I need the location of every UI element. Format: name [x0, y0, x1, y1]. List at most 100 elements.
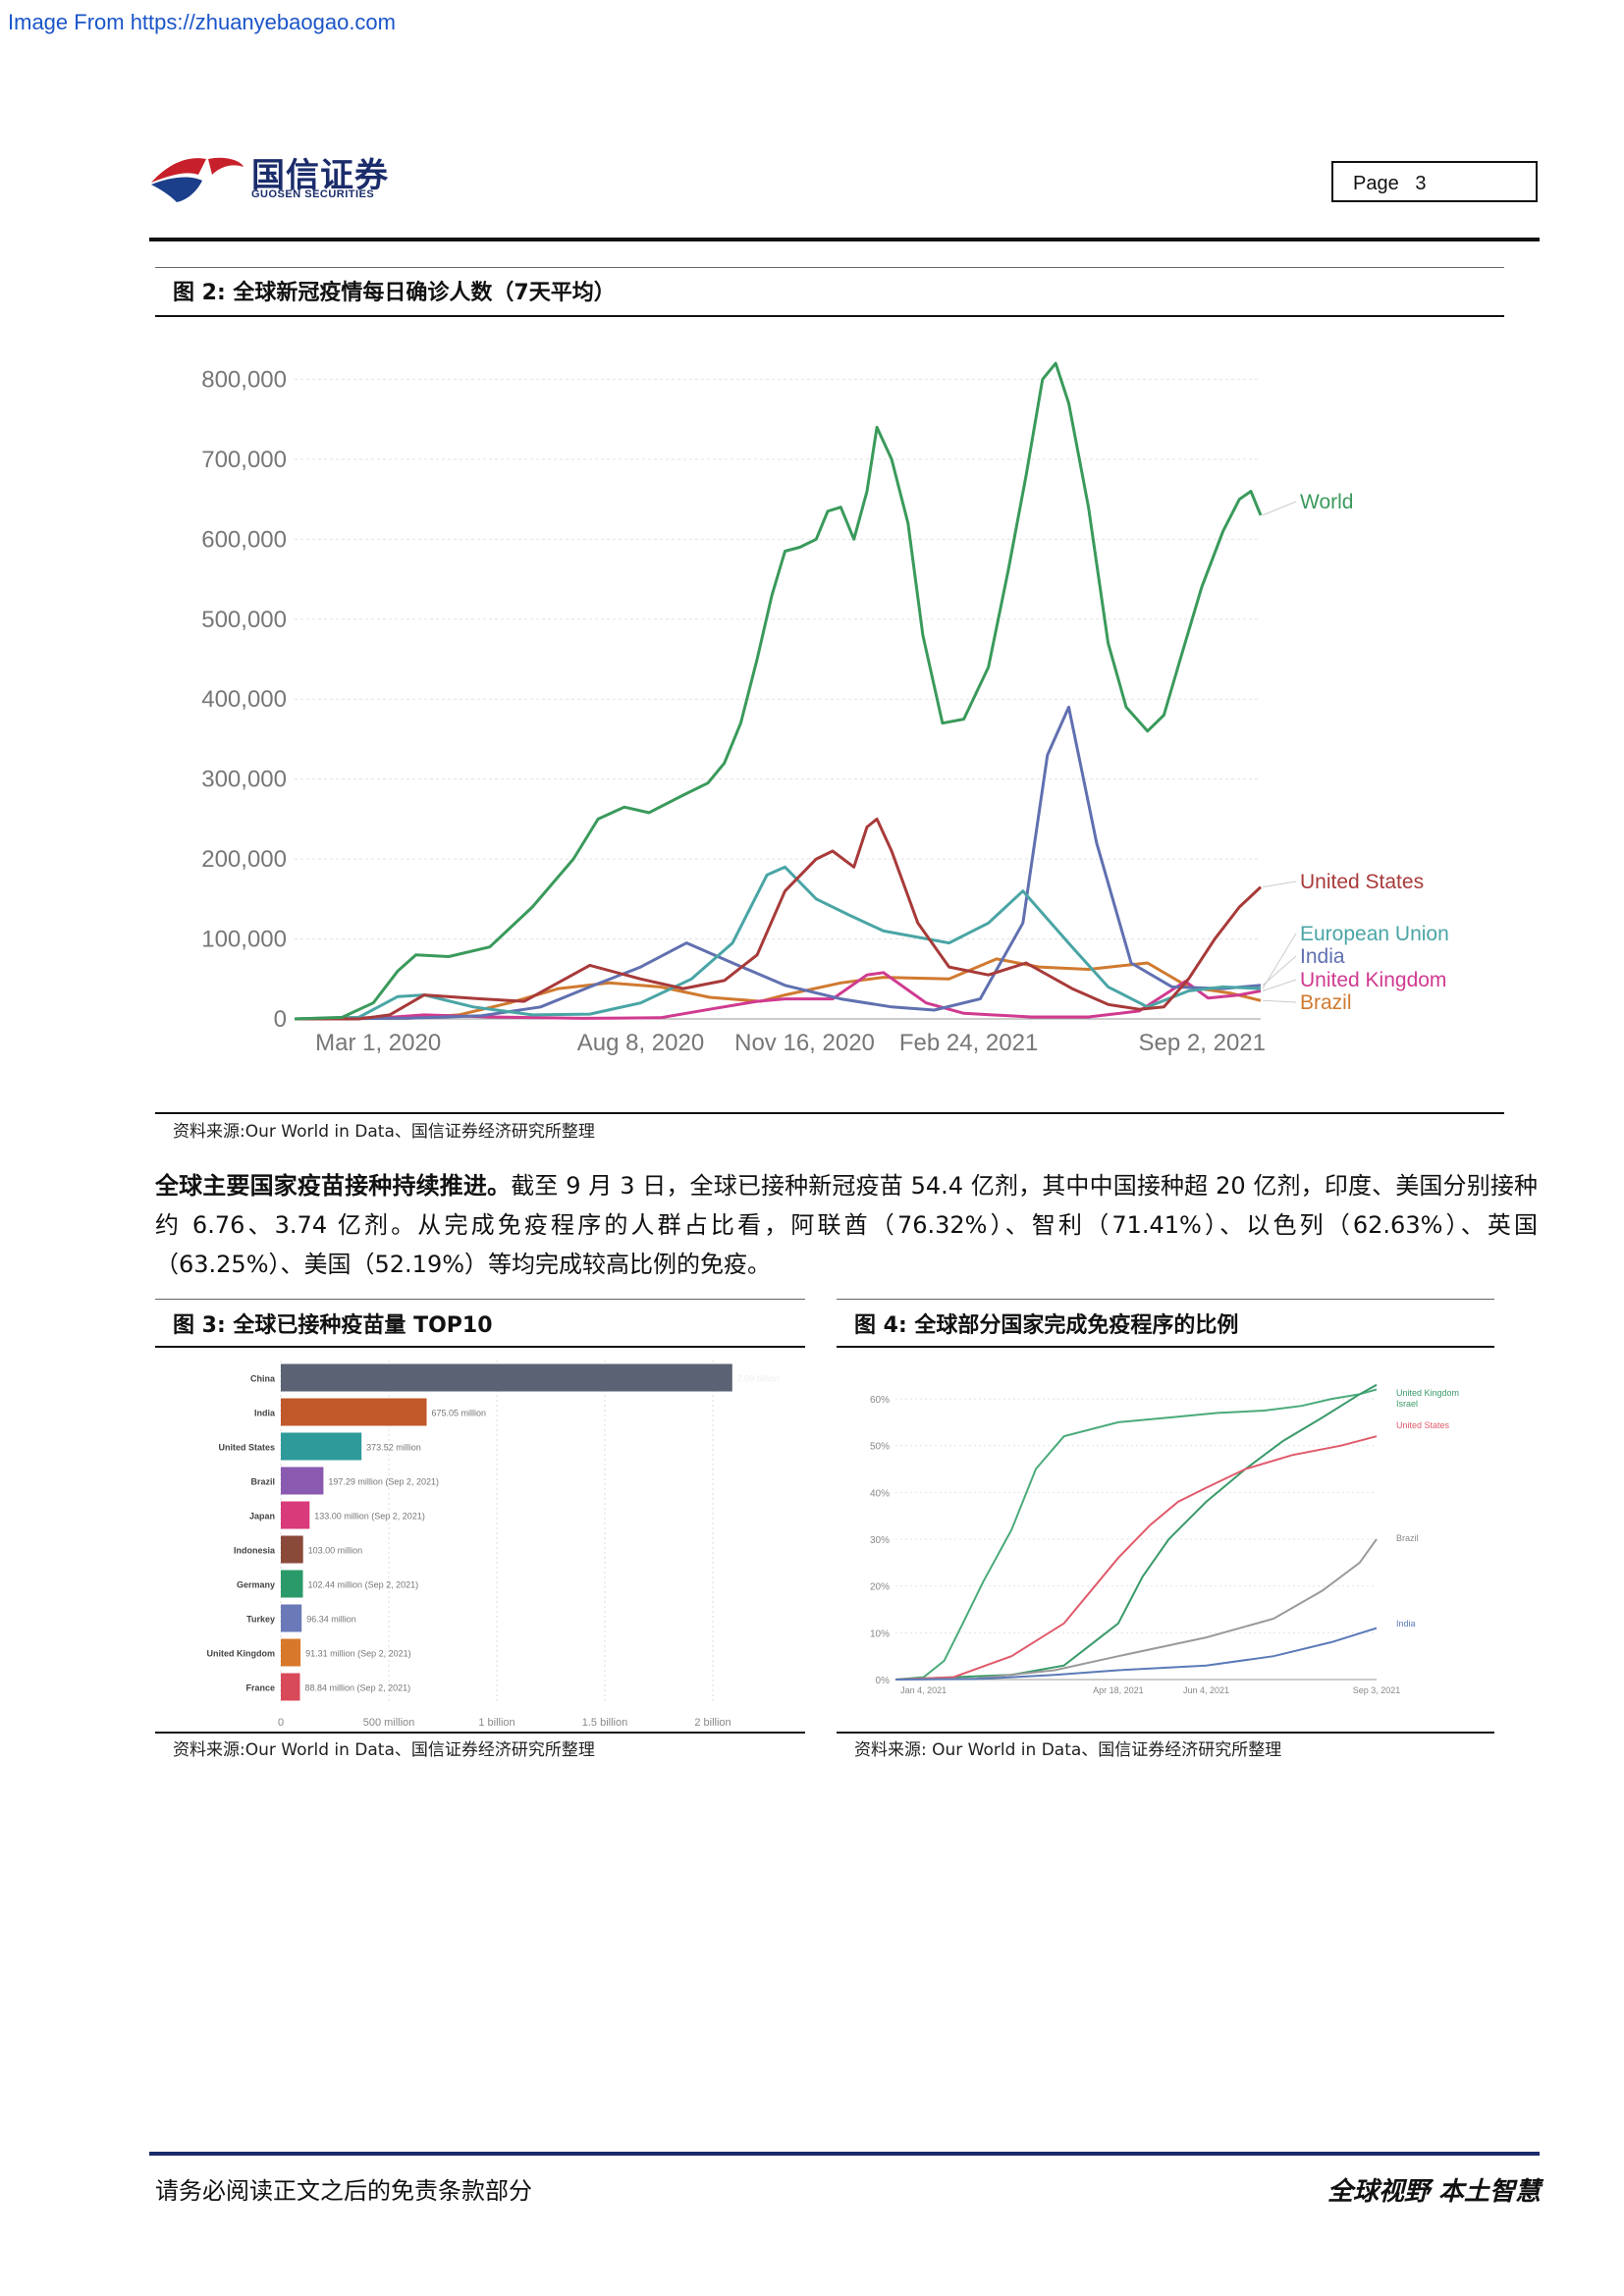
- watermark-link[interactable]: Image From https://zhuanyebaogao.com: [8, 10, 396, 34]
- series-label-brazil: Brazil: [1300, 991, 1352, 1014]
- bar-china: [281, 1363, 732, 1392]
- series-line-india: [894, 1627, 1378, 1681]
- x-tick-label: Mar 1, 2020: [315, 1030, 441, 1056]
- series-label-india: India: [1396, 1619, 1416, 1629]
- y-tick-label: 20%: [870, 1582, 890, 1593]
- figure4-bottom-rule: [837, 1732, 1494, 1734]
- category-label: Germany: [237, 1580, 275, 1590]
- value-label: 91.31 million (Sep 2, 2021): [305, 1649, 411, 1659]
- figure4-top-rule: [837, 1299, 1494, 1300]
- x-tick-label: 1 billion: [478, 1717, 514, 1729]
- category-label: India: [254, 1409, 276, 1418]
- value-label: 103.00 million: [308, 1546, 363, 1556]
- value-label: 2.09 billion: [737, 1374, 780, 1384]
- category-label: Brazil: [250, 1477, 275, 1487]
- y-tick-label: 30%: [870, 1535, 890, 1546]
- y-tick-label: 10%: [870, 1629, 890, 1639]
- value-label: 373.52 million: [366, 1443, 421, 1453]
- page-number-box: Page 3: [1331, 161, 1538, 202]
- figure4-chart: 0% 10% 20% 30% 40% 50% 60% Jan 4, 2021 Apr 18, 2…: [870, 1383, 1459, 1695]
- y-tick-label: 300,000: [201, 767, 287, 793]
- bar-indonesia: [281, 1535, 303, 1564]
- category-label: United States: [218, 1443, 275, 1453]
- value-label: 96.34 million: [306, 1615, 356, 1625]
- category-label: France: [245, 1683, 275, 1693]
- x-tick-label: Jun 4, 2021: [1183, 1685, 1229, 1695]
- header-rule: [149, 238, 1540, 241]
- series-label-connector: [1262, 881, 1297, 888]
- value-label: 102.44 million (Sep 2, 2021): [308, 1580, 419, 1590]
- x-tick-label: 500 million: [363, 1717, 415, 1729]
- x-tick-label: Nov 16, 2020: [734, 1030, 875, 1056]
- guosen-logo-icon: [151, 157, 244, 202]
- x-tick-label: Aug 8, 2020: [577, 1030, 704, 1056]
- bar-brazil: [281, 1467, 324, 1495]
- category-label: United Kingdom: [207, 1649, 276, 1659]
- x-tick-label: 1.5 billion: [582, 1717, 627, 1729]
- figure4-source: 资料来源: Our World in Data、国信证券经济研究所整理: [854, 1740, 1282, 1760]
- y-tick-label: 800,000: [201, 366, 287, 393]
- bar-united-states: [281, 1432, 362, 1461]
- x-tick-label: Jan 4, 2021: [900, 1685, 947, 1695]
- series-label-connector: [1262, 501, 1297, 516]
- x-tick-label: Sep 2, 2021: [1139, 1030, 1266, 1056]
- value-label: 88.84 million (Sep 2, 2021): [305, 1683, 411, 1693]
- x-tick-label: Apr 18, 2021: [1093, 1685, 1144, 1695]
- figure4-title-rule: [837, 1346, 1494, 1348]
- value-label: 197.29 million (Sep 2, 2021): [328, 1477, 439, 1487]
- y-tick-label: 40%: [870, 1488, 890, 1499]
- y-tick-label: 60%: [870, 1395, 890, 1406]
- series-label-united-states: United States: [1396, 1420, 1450, 1430]
- y-tick-label: 400,000: [201, 686, 287, 713]
- figure2-bottom-rule: [155, 1112, 1504, 1114]
- footer-rule: [149, 2152, 1540, 2156]
- y-tick-label: 50%: [870, 1442, 890, 1453]
- bar-germany: [281, 1570, 303, 1598]
- bar-india: [281, 1398, 427, 1426]
- series-line-united-kingdom: [894, 1383, 1378, 1681]
- value-label: 675.05 million: [432, 1409, 487, 1418]
- page-number: 3: [1415, 173, 1427, 194]
- series-line-united-states: [894, 1435, 1378, 1681]
- bar-turkey: [281, 1604, 302, 1632]
- series-line-united-kingdom: [294, 971, 1262, 1021]
- bar-japan: [281, 1501, 310, 1529]
- x-tick-label: 0: [278, 1717, 284, 1729]
- series-label-connector: [1262, 979, 1297, 991]
- x-tick-label: Sep 3, 2021: [1353, 1685, 1401, 1695]
- figure3-title: 图 3: 全球已接种疫苗量 TOP10: [173, 1313, 493, 1338]
- figure3-source: 资料来源:Our World in Data、国信证券经济研究所整理: [173, 1740, 595, 1760]
- category-label: China: [250, 1374, 276, 1384]
- x-tick-label: Feb 24, 2021: [899, 1030, 1038, 1056]
- series-label-united-kingdom: United Kingdom: [1396, 1388, 1459, 1398]
- series-label-israel: Israel: [1396, 1399, 1418, 1409]
- y-tick-label: 0: [274, 1006, 287, 1033]
- footer-slogan: 全球视野 本土智慧: [1327, 2177, 1542, 2207]
- series-label-india: India: [1300, 945, 1345, 968]
- series-line-brazil: [894, 1538, 1378, 1681]
- paragraph-body: 截至 9 月 3 日，全球已接种新冠疫苗 54.4 亿剂，其中中国接种超 20 …: [155, 1172, 1538, 1278]
- paragraph-lead: 全球主要国家疫苗接种持续推进。: [155, 1172, 512, 1200]
- series-line-israel: [894, 1388, 1378, 1681]
- body-paragraph: 全球主要国家疫苗接种持续推进。截至 9 月 3 日，全球已接种新冠疫苗 54.4…: [155, 1166, 1538, 1284]
- series-line-world: [294, 361, 1263, 1021]
- page-label: Page: [1353, 173, 1399, 194]
- x-tick-label: 2 billion: [694, 1717, 731, 1729]
- logo-text-cn: 国信证券: [251, 156, 389, 195]
- figure2-source: 资料来源:Our World in Data、国信证券经济研究所整理: [173, 1122, 595, 1142]
- series-label-connector: [1262, 933, 1297, 989]
- series-label-connector: [1262, 955, 1297, 987]
- series-label-united-kingdom: United Kingdom: [1300, 969, 1446, 991]
- series-label-european-union: European Union: [1300, 923, 1449, 945]
- series-label-connector: [1262, 999, 1297, 1003]
- bar-france: [281, 1673, 300, 1701]
- category-label: Indonesia: [234, 1546, 276, 1556]
- value-label: 133.00 million (Sep 2, 2021): [314, 1512, 425, 1522]
- figure2-title-rule: [155, 315, 1504, 317]
- y-tick-label: 0%: [876, 1676, 891, 1686]
- figure3-bottom-rule: [155, 1732, 805, 1734]
- series-label-united-states: United States: [1300, 871, 1424, 893]
- figure2-chart: 0 100,000 200,000 300,000 400,000 500,000 600,…: [201, 361, 1449, 1056]
- series-line-india: [294, 705, 1262, 1021]
- y-tick-label: 700,000: [201, 447, 287, 473]
